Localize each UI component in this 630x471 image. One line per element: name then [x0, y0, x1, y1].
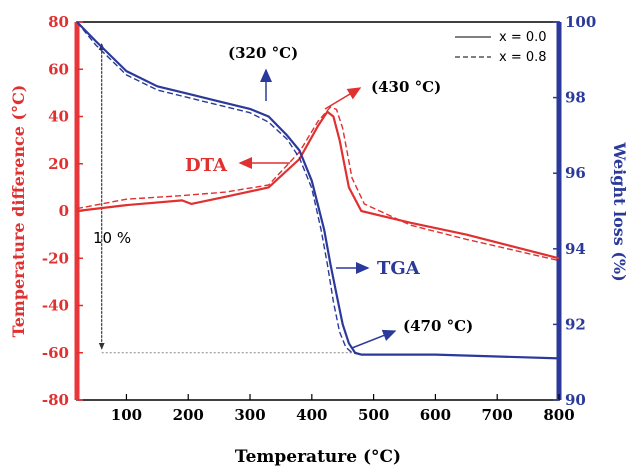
x-tick-label: 800 [543, 406, 574, 424]
x-tick-label: 100 [111, 406, 142, 424]
x-tick-label: 500 [358, 406, 389, 424]
legend-label-x08: x = 0.8 [499, 50, 547, 65]
y-left-tick-label: 40 [48, 108, 69, 126]
y-right-tick-label: 94 [565, 240, 586, 258]
series-line-1 [76, 110, 560, 260]
legend-label-x00: x = 0.0 [499, 30, 547, 45]
y-right-tick-label: 98 [565, 89, 586, 107]
y-left-tick-label: -60 [42, 344, 69, 362]
ticks-layer: 100 200 300 400 500 600 700 800 -80 -60 -40 -20 0 20 4… [42, 13, 596, 424]
y-right-tick-label: 92 [565, 315, 586, 333]
y-left-tick-label: -40 [42, 297, 69, 315]
series-layer [76, 21, 560, 360]
guides-layer [98, 43, 356, 354]
right-axis-title: Weight loss (%) [610, 141, 629, 281]
x-tick-label: 400 [296, 406, 327, 424]
series-line-3 [76, 21, 560, 360]
x-tick-label: 200 [173, 406, 204, 424]
y-left-tick-label: 20 [48, 155, 69, 173]
series-line-2 [76, 106, 560, 262]
annotation-320: (320 °C) [228, 44, 298, 62]
x-tick-label: 700 [482, 406, 513, 424]
y-left-tick-label: -80 [42, 391, 69, 409]
left-axis-title: Temperature difference (°C) [9, 85, 28, 338]
arrow-430 [324, 87, 362, 110]
annotation-430: (430 °C) [371, 78, 441, 96]
x-tick-label: 600 [420, 406, 451, 424]
y-left-tick-label: 60 [48, 60, 69, 78]
x-tick-label: 300 [234, 406, 265, 424]
y-right-tick-label: 96 [565, 164, 586, 182]
arrow-470 [351, 329, 397, 349]
annotation-470: (470 °C) [403, 317, 473, 335]
loss-label: 10 % [93, 229, 131, 247]
dta-label: DTA [185, 155, 228, 176]
series-line-4 [76, 21, 374, 356]
y-left-tick-label: 80 [48, 13, 69, 31]
y-right-tick-label: 100 [565, 13, 596, 31]
y-left-tick-label: 0 [59, 202, 69, 220]
plot-frame [76, 21, 560, 401]
legend: x = 0.0 x = 0.8 [455, 30, 547, 65]
x-axis-title: Temperature (°C) [235, 447, 401, 467]
y-left-tick-label: -20 [42, 249, 69, 267]
tga-label: TGA [377, 258, 421, 279]
y-right-tick-label: 90 [565, 391, 586, 409]
